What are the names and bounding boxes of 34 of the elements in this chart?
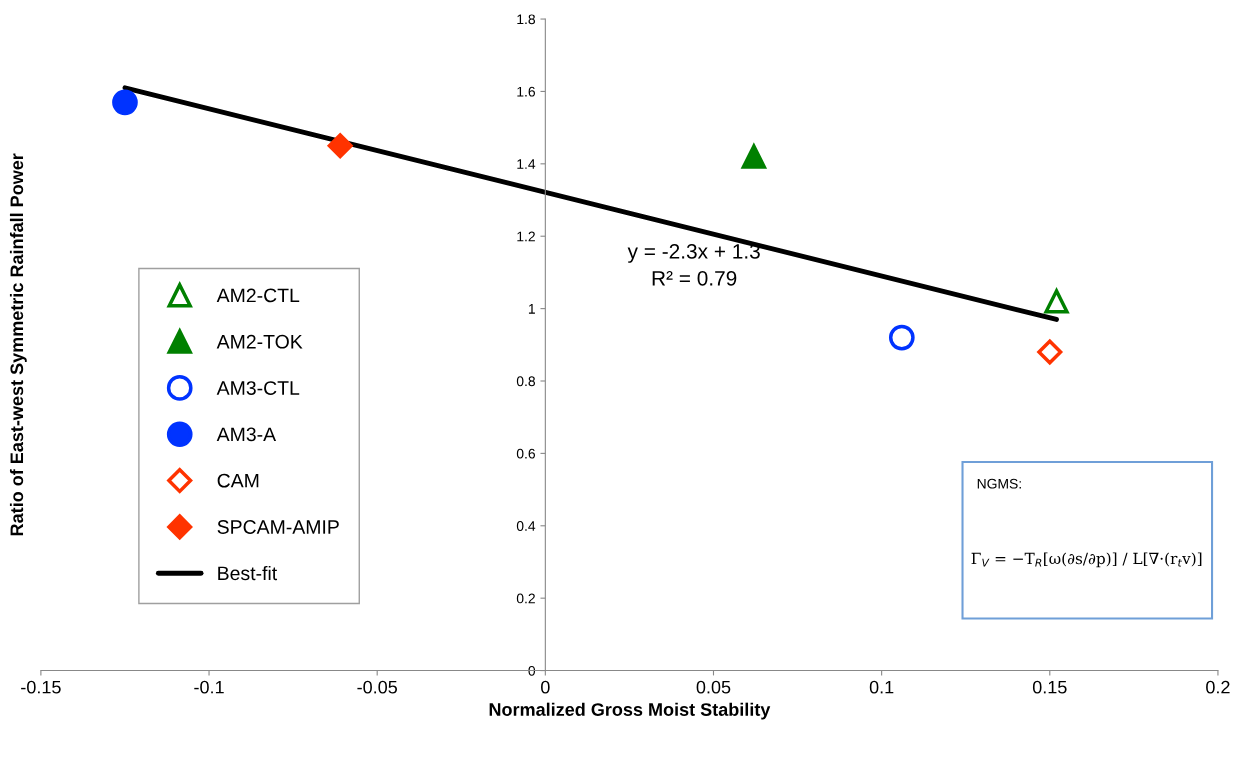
annotation: Γ$_{V}$ = −T$_{R}$[ω(∂s/∂p)] / L[∇·(r$_{t}$v)] [971, 552, 1202, 568]
y-tick-label: 1 [528, 304, 535, 314]
point [888, 324, 915, 351]
y-tick-label: 0.6 [516, 448, 536, 459]
y-tick-label: 0.8 [516, 376, 536, 387]
x-axis-title: Normalized Gross Moist Stability [489, 702, 771, 720]
x-tick-label: 0 [541, 680, 550, 694]
legend-label: CAM [217, 473, 259, 488]
y-tick-label: 1.8 [517, 14, 536, 25]
y-tick-label: 0.2 [516, 593, 535, 604]
x-tick-label: 0.05 [696, 680, 731, 694]
legend-label: AM3-A [216, 427, 277, 442]
y-tick-label: 1.4 [517, 159, 536, 169]
point [112, 89, 138, 116]
point [1037, 339, 1063, 365]
x-tick-label: -0.1 [194, 680, 224, 694]
y-axis-title: Ratio of East-west Symmetric Rainfall Power [9, 153, 27, 536]
point [327, 133, 353, 159]
x-tick-label: -0.15 [21, 680, 61, 694]
point [741, 144, 766, 169]
legend-label: AM2-CTL [216, 288, 300, 303]
y-tick-label: 1.6 [517, 86, 536, 97]
y-tick-label: 0.4 [516, 521, 536, 531]
x-tick-label: -0.05 [357, 680, 398, 694]
x-tick-label: 0.2 [1206, 680, 1230, 694]
legend-label: SPCAM-AMIP [217, 520, 339, 534]
legend-label: Best-fit [218, 565, 278, 581]
legend-label: AM3-CTL [216, 381, 300, 395]
annotation: NGMS: [977, 478, 1021, 489]
y-tick-label: 1.2 [517, 231, 535, 242]
x-tick-label: 0.15 [1032, 680, 1067, 694]
x-tick-label: 0.1 [869, 680, 894, 694]
legend-label: AM2-TOK [216, 334, 303, 349]
point [1044, 289, 1069, 314]
